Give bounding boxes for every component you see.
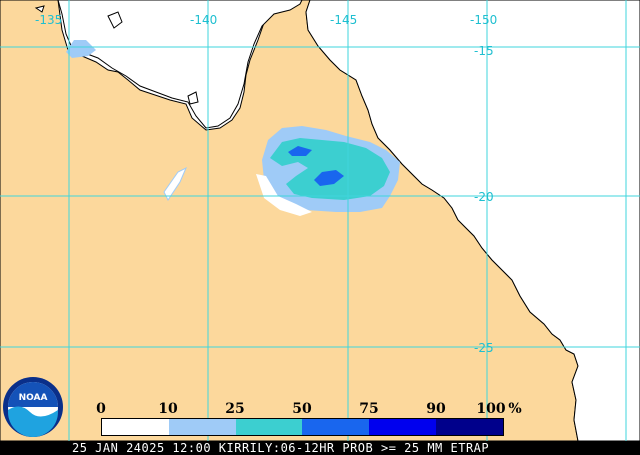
legend-swatch	[168, 419, 236, 435]
legend-swatch	[235, 419, 303, 435]
prob-10-25	[66, 40, 96, 58]
legend-swatch	[369, 419, 437, 435]
graticule	[0, 0, 640, 441]
legend-color-bar	[101, 418, 504, 436]
island	[34, 5, 45, 13]
prob-50-75	[288, 146, 312, 156]
lat-label: -15	[474, 44, 494, 58]
island	[187, 91, 199, 105]
lon-label: -145	[330, 13, 357, 27]
lat-label: -25	[474, 341, 494, 355]
legend-label: 90	[426, 401, 446, 417]
legend-swatch	[102, 419, 169, 435]
logo-text: NOAA	[19, 393, 48, 403]
legend-label: 75	[359, 401, 379, 417]
legend-label: 0	[96, 401, 106, 417]
footer-caption: 25 JAN 24025 12:00 KIRRILY:06-12HR PROB …	[72, 441, 490, 455]
footer-bar: 25 JAN 24025 12:00 KIRRILY:06-12HR PROB …	[0, 441, 640, 455]
legend-unit: %	[508, 401, 522, 417]
legend-swatch	[436, 419, 503, 435]
legend-label: 100	[476, 401, 506, 417]
lat-label: -20	[474, 190, 494, 204]
coral-sea	[305, 0, 640, 442]
prob-50-75	[314, 170, 344, 186]
island	[107, 11, 123, 29]
prob-0-10-hole	[256, 174, 312, 216]
legend-label: 50	[292, 401, 312, 417]
lon-label: -150	[470, 13, 497, 27]
lon-label: -140	[190, 13, 217, 27]
lake	[163, 166, 187, 201]
legend-swatch	[302, 419, 370, 435]
noaa-logo-icon: NOAA	[3, 377, 63, 437]
legend-label: 10	[158, 401, 178, 417]
legend-label: 25	[225, 401, 245, 417]
lon-label: -135	[35, 13, 62, 27]
